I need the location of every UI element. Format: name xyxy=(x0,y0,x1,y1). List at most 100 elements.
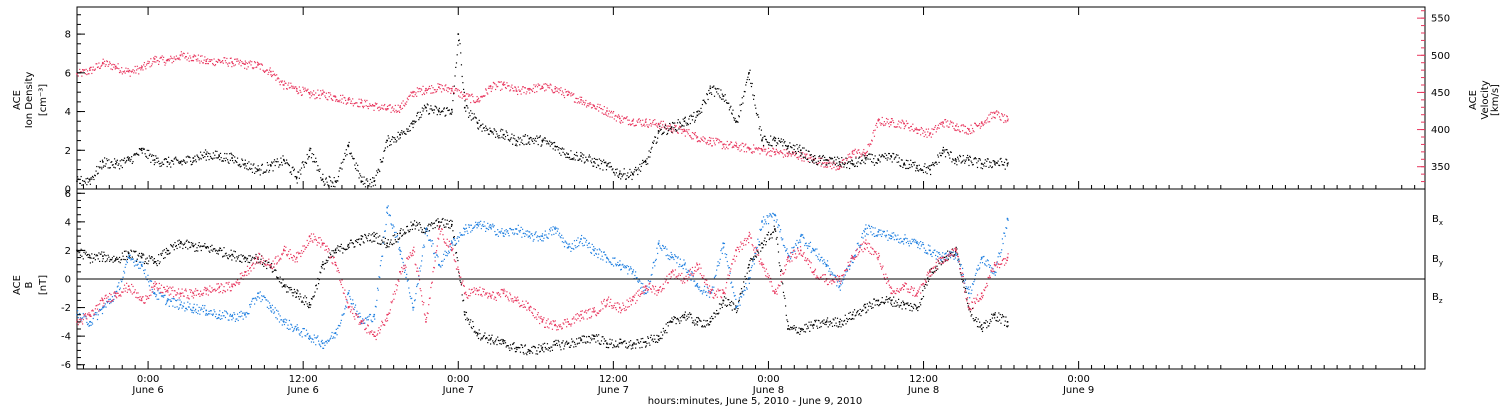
bx-sample-dot xyxy=(905,308,907,310)
bx-sample-dot xyxy=(583,335,585,337)
bx-sample-dot xyxy=(697,316,699,319)
bx-sample-dot xyxy=(718,303,721,305)
by-data-point xyxy=(541,235,544,237)
bx-sample-dot xyxy=(198,241,200,244)
by-sample-dot xyxy=(128,254,130,256)
velocity-sample-dot xyxy=(517,86,519,88)
density-sample-dot xyxy=(460,52,462,54)
density-sample-dot xyxy=(177,159,179,161)
density-sample-dot xyxy=(548,140,551,142)
bx-sample-dot xyxy=(706,324,708,326)
density-sample-dot xyxy=(108,167,111,169)
velocity-sample-dot xyxy=(99,67,101,69)
velocity-sample-dot xyxy=(834,162,836,164)
velocity-sample-dot xyxy=(503,81,505,83)
density-sample-dot xyxy=(834,164,836,166)
velocity-sample-dot xyxy=(728,144,731,146)
by-sample-dot xyxy=(512,232,514,234)
velocity-sample-dot xyxy=(915,127,917,129)
density-sample-dot xyxy=(892,152,894,155)
by-sample-dot xyxy=(544,230,546,232)
by-sample-dot xyxy=(202,311,205,313)
velocity-sample-dot xyxy=(599,104,601,106)
velocity-sample-dot xyxy=(703,137,706,139)
bx-sample-dot xyxy=(529,350,532,352)
velocity-sample-dot xyxy=(589,102,591,104)
velocity-sample-dot xyxy=(391,106,394,108)
bx-sample-dot xyxy=(428,223,430,225)
bx-sample-dot xyxy=(866,311,868,313)
density-sample-dot xyxy=(188,156,190,158)
density-sample-dot xyxy=(561,147,563,149)
velocity-sample-dot xyxy=(485,88,487,90)
velocity-sample-dot xyxy=(837,168,839,170)
by-sample-dot xyxy=(227,319,229,321)
bx-sample-dot xyxy=(150,256,153,258)
density-sample-dot xyxy=(362,180,364,183)
by-sample-dot xyxy=(453,238,455,240)
density-sample-dot xyxy=(786,148,788,150)
by-sample-dot xyxy=(214,316,217,318)
velocity-sample-dot xyxy=(602,108,604,111)
bx-sample-dot xyxy=(505,346,507,348)
by-sample-dot xyxy=(548,228,551,230)
velocity-sample-dot xyxy=(271,75,273,78)
velocity-sample-dot xyxy=(522,86,524,88)
density-sample-dot xyxy=(566,156,568,158)
density-data-point xyxy=(373,180,376,183)
density-sample-dot xyxy=(94,175,96,177)
density-sample-dot xyxy=(204,156,206,158)
bx-sample-dot xyxy=(357,238,359,241)
velocity-data-point xyxy=(631,119,634,122)
bx-sample-dot xyxy=(272,270,274,273)
bx-sample-dot xyxy=(270,265,272,267)
density-sample-dot xyxy=(580,151,582,154)
bx-sample-dot xyxy=(155,260,157,263)
density-sample-dot xyxy=(819,159,822,162)
by-sample-dot xyxy=(266,306,268,308)
bx-sample-dot xyxy=(645,345,647,347)
velocity-data-point xyxy=(205,60,208,63)
density-sample-dot xyxy=(317,165,319,167)
density-sample-dot xyxy=(571,158,573,160)
bx-sample-dot xyxy=(155,263,158,265)
bx-sample-dot xyxy=(858,314,860,316)
velocity-sample-dot xyxy=(923,135,925,138)
density-sample-dot xyxy=(217,157,219,159)
density-sample-dot xyxy=(877,158,879,160)
density-sample-dot xyxy=(252,164,254,166)
velocity-sample-dot xyxy=(209,60,212,62)
density-sample-dot xyxy=(853,165,856,168)
bx-sample-dot xyxy=(322,263,325,266)
density-sample-dot xyxy=(331,181,333,183)
velocity-sample-dot xyxy=(176,58,178,60)
velocity-sample-dot xyxy=(335,100,337,102)
velocity-sample-dot xyxy=(794,153,797,155)
velocity-sample-dot xyxy=(743,151,745,153)
velocity-sample-dot xyxy=(828,159,830,161)
bx-sample-dot xyxy=(219,247,222,250)
velocity-sample-dot xyxy=(687,133,689,135)
density-sample-dot xyxy=(397,131,399,133)
velocity-sample-dot xyxy=(740,144,742,146)
by-sample-dot xyxy=(340,319,342,322)
velocity-sample-dot xyxy=(301,94,303,96)
bx-sample-dot xyxy=(304,295,306,297)
density-sample-dot xyxy=(276,158,278,160)
density-sample-dot xyxy=(750,85,753,88)
velocity-sample-dot xyxy=(148,61,150,63)
density-sample-dot xyxy=(469,115,471,117)
bx-sample-dot xyxy=(713,312,716,314)
by-sample-dot xyxy=(359,316,362,318)
density-sample-dot xyxy=(1006,165,1008,167)
velocity-data-point xyxy=(425,87,427,90)
velocity-data-point xyxy=(489,85,492,88)
density-sample-dot xyxy=(246,162,249,165)
velocity-sample-dot xyxy=(452,85,454,88)
density-sample-dot xyxy=(142,147,144,149)
velocity-sample-dot xyxy=(931,128,933,130)
bx-sample-dot xyxy=(816,325,818,327)
velocity-sample-dot xyxy=(968,128,970,130)
density-sample-dot xyxy=(765,139,767,141)
velocity-sample-dot xyxy=(762,146,765,148)
